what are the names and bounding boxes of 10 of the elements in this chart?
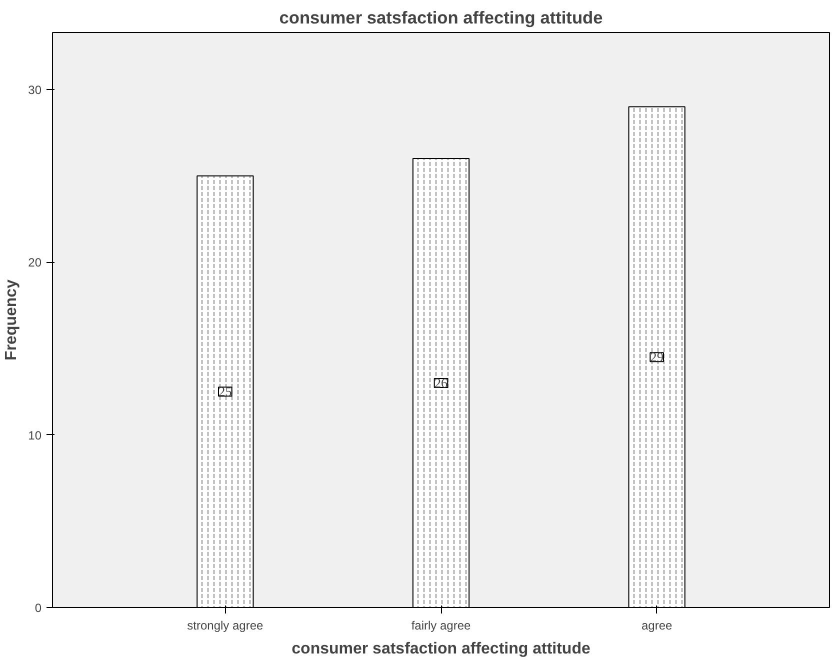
y-tick-label: 10: [28, 428, 42, 442]
y-tick-label: 20: [28, 256, 42, 270]
y-tick-label: 30: [28, 82, 42, 97]
x-axis-title: consumer satsfaction affecting attitude: [292, 640, 590, 658]
x-tick-label: fairly agree: [411, 618, 472, 632]
y-axis-title: Frequency: [3, 279, 20, 360]
x-tick-label: agree: [641, 618, 673, 632]
chart-title: consumer satsfaction affecting attitude: [279, 8, 604, 28]
x-tick-label: strongly agree: [187, 618, 264, 632]
y-tick-label: 0: [34, 601, 42, 615]
